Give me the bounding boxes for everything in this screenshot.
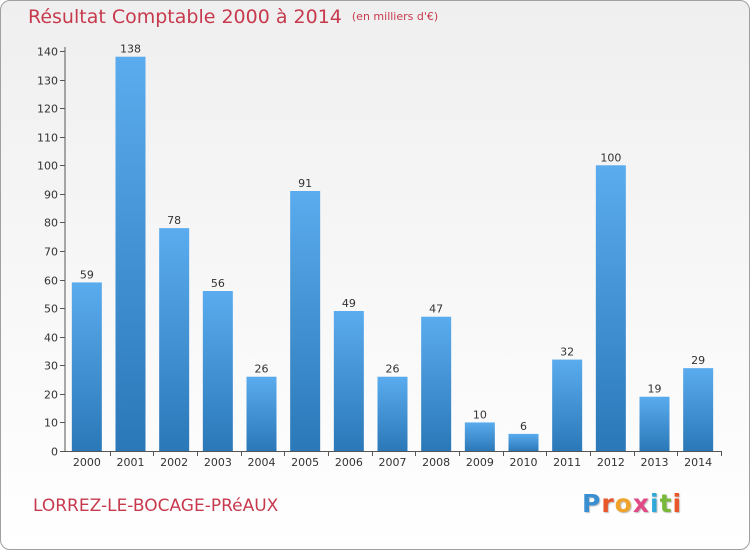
bar-2006 — [333, 311, 364, 451]
chart-title-text: Résultat Comptable 2000 à 2014 — [28, 6, 342, 28]
y-tick-label: 10 — [44, 417, 58, 430]
bar-2005 — [290, 191, 321, 451]
chart-subtitle: (en milliers d'€) — [351, 10, 439, 23]
bar-2014 — [683, 368, 714, 451]
x-tick-label-2011: 2011 — [553, 456, 581, 469]
bar-2008 — [421, 316, 452, 451]
data-label-2009: 10 — [473, 408, 487, 421]
y-tick-label: 80 — [44, 217, 58, 230]
x-tick-label-2013: 2013 — [641, 456, 669, 469]
x-tick-label-2003: 2003 — [204, 456, 232, 469]
logo-letter: r — [601, 489, 615, 518]
x-tick-label-2009: 2009 — [466, 456, 494, 469]
y-tick-label: 100 — [37, 160, 58, 173]
data-label-2012: 100 — [600, 151, 621, 164]
y-tick-label: 70 — [44, 246, 58, 259]
chart-title: Résultat Comptable 2000 à 2014 (en millie… — [28, 6, 438, 28]
x-tick-label-2004: 2004 — [248, 456, 276, 469]
data-label-2006: 49 — [342, 297, 356, 310]
x-tick-label-2002: 2002 — [160, 456, 188, 469]
y-tick-label: 130 — [37, 75, 58, 88]
x-tick-label-2000: 2000 — [73, 456, 101, 469]
x-tick-label-2007: 2007 — [379, 456, 407, 469]
y-tick-label: 50 — [44, 303, 58, 316]
data-label-2004: 26 — [255, 363, 269, 376]
bar-2011 — [552, 359, 583, 451]
bar-2007 — [377, 376, 408, 451]
y-tick-label: 120 — [37, 103, 58, 116]
data-label-2001: 138 — [120, 43, 141, 56]
y-tick-label: 60 — [44, 275, 58, 288]
y-tick-label: 0 — [51, 446, 58, 459]
bar-2001 — [115, 56, 146, 451]
bar-2012 — [595, 165, 626, 452]
bar-2013 — [639, 396, 670, 451]
data-label-2008: 47 — [429, 303, 443, 316]
proxiti-logo[interactable]: Proxiti — [582, 489, 682, 518]
x-tick-label-2005: 2005 — [291, 456, 319, 469]
bar-2002 — [159, 228, 190, 451]
bar-2009 — [464, 422, 495, 451]
data-label-2007: 26 — [386, 363, 400, 376]
x-tick-label-2010: 2010 — [510, 456, 538, 469]
data-label-2011: 32 — [560, 346, 574, 359]
y-tick-label: 90 — [44, 189, 58, 202]
x-tick-label-2006: 2006 — [335, 456, 363, 469]
data-label-2000: 59 — [80, 268, 94, 281]
y-tick-label: 20 — [44, 389, 58, 402]
x-tick-label-2001: 2001 — [117, 456, 145, 469]
logo-letter: o — [614, 489, 633, 518]
y-tick-label: 30 — [44, 360, 58, 373]
x-tick-label-2008: 2008 — [422, 456, 450, 469]
data-label-2013: 19 — [648, 383, 662, 396]
y-tick-label: 140 — [37, 46, 58, 59]
x-tick-label-2014: 2014 — [684, 456, 712, 469]
bar-2010 — [508, 433, 539, 451]
y-tick-label: 40 — [44, 332, 58, 345]
bar-2003 — [202, 291, 233, 451]
logo-letter: i — [650, 489, 660, 518]
logo-letter: x — [632, 489, 650, 518]
logo-letter: P — [582, 489, 602, 518]
data-label-2002: 78 — [167, 214, 181, 227]
bar-2004 — [246, 376, 277, 451]
data-label-2010: 6 — [520, 420, 527, 433]
y-tick-label: 110 — [37, 132, 58, 145]
data-label-2003: 56 — [211, 277, 225, 290]
x-tick-label-2012: 2012 — [597, 456, 625, 469]
logo-letter: i — [672, 489, 683, 518]
bar-2000 — [71, 282, 102, 451]
data-label-2005: 91 — [298, 177, 312, 190]
data-label-2014: 29 — [691, 354, 705, 367]
commune-name: LORREZ-LE-BOCAGE-PRéAUX — [33, 496, 279, 516]
logo-letter: t — [659, 489, 673, 518]
